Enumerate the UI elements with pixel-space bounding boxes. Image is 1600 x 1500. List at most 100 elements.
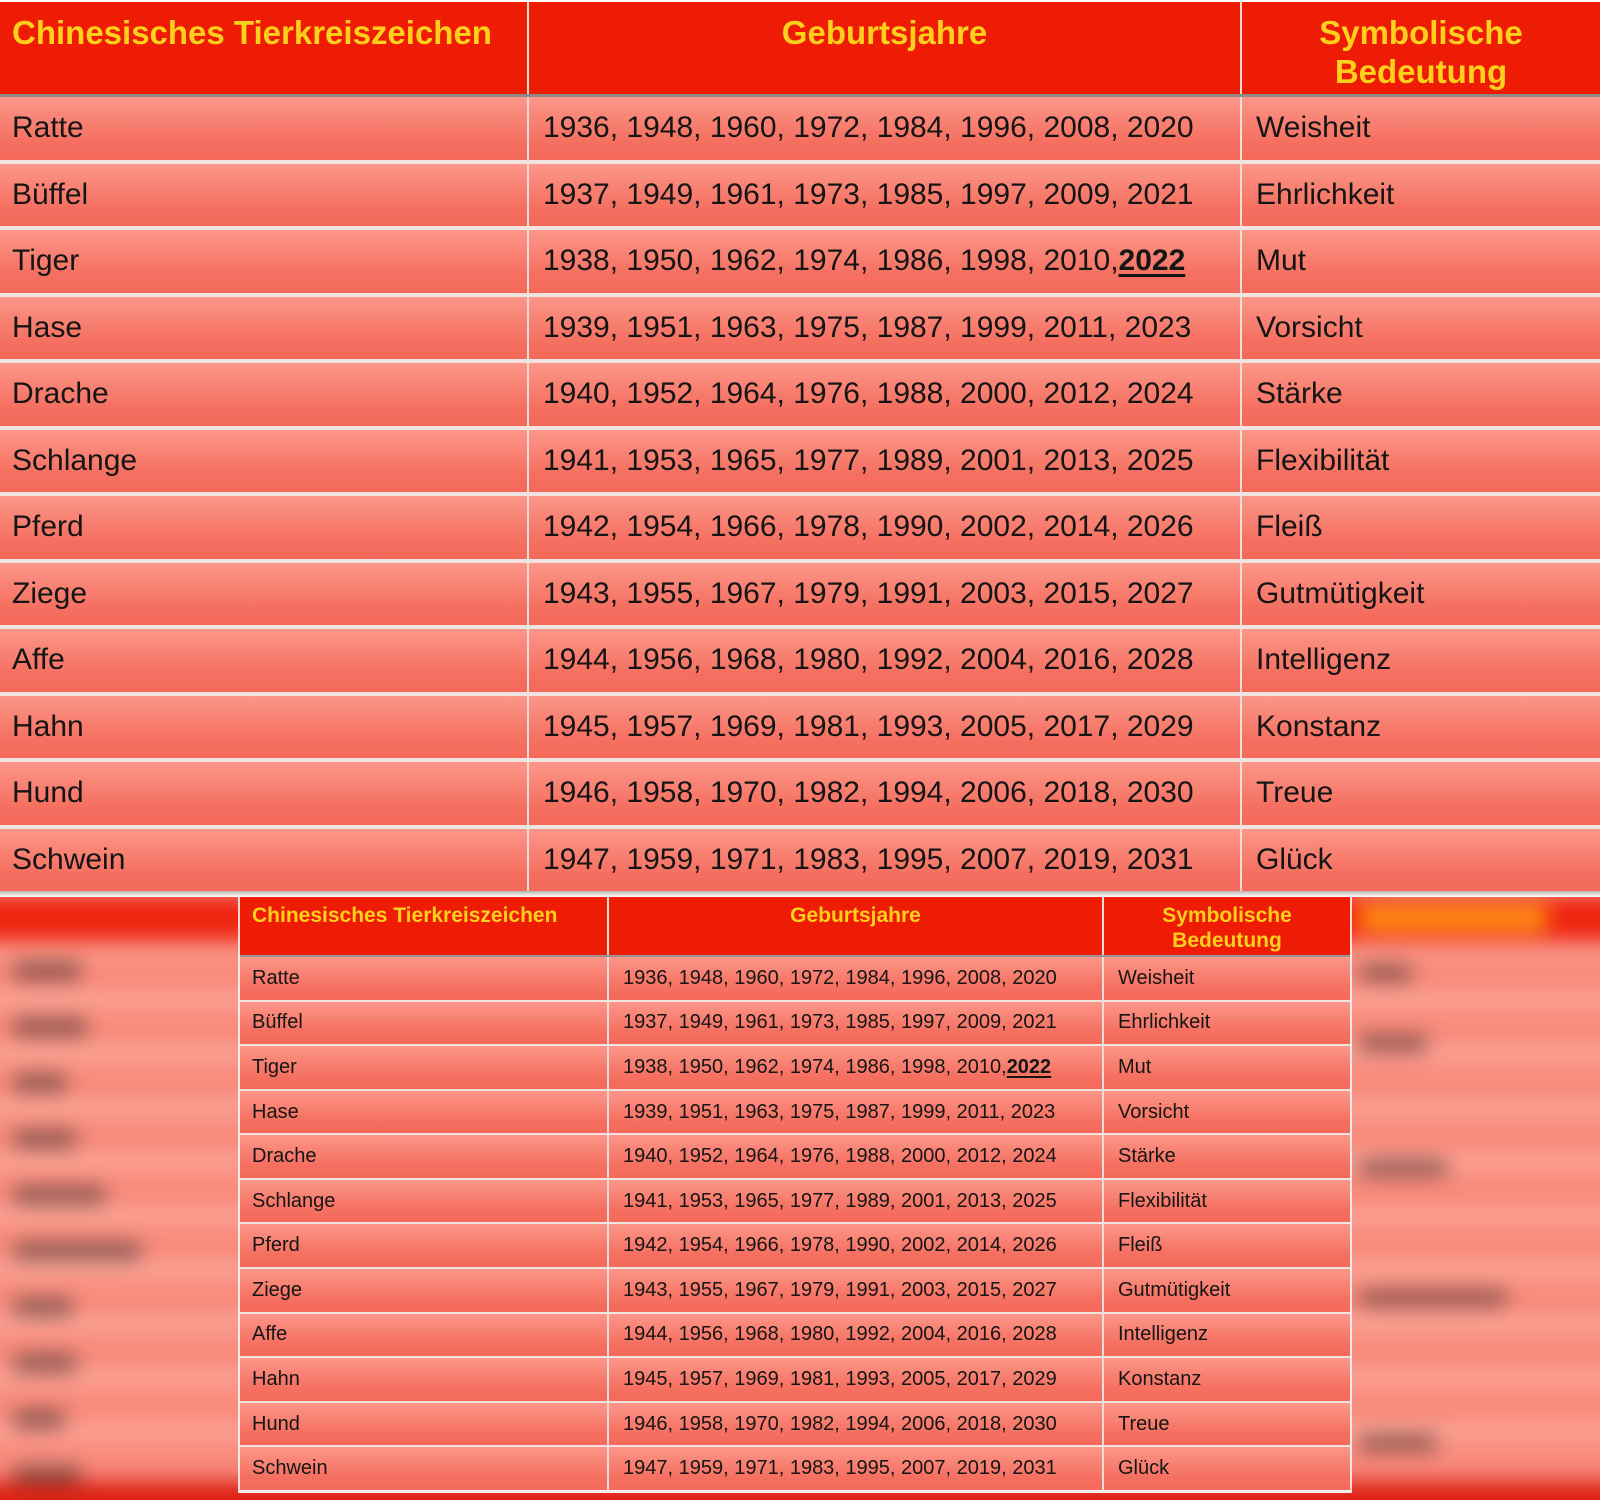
sign-cell: Hund [252,1412,300,1435]
zodiac-table-original: Chinesisches Tierkreiszeichen Geburtsjah… [238,897,1352,1493]
years-cell: 1943, 1955, 1967, 1979, 1991, 2003, 2015… [527,562,1240,625]
table-body-zoomed: Ratte 1936, 1948, 1960, 1972, 1984, 1996,… [0,94,1600,891]
table-row: Pferd 1942, 1954, 1966, 1978, 1990, 2002,… [0,492,1600,559]
years-cell: 1939, 1951, 1963, 1975, 1987, 1999, 2011… [607,1090,1102,1134]
sign-cell: Ratte [12,111,84,145]
sign-cell: Büffel [252,1011,303,1034]
sign-cell: Hase [12,310,83,344]
blurred-text-smudge [12,1242,142,1260]
header-meaning-line2: Bedeutung [1334,53,1508,90]
blurred-text-smudge [1358,1160,1448,1176]
table-row: Drache 1940, 1952, 1964, 1976, 1988, 2000… [240,1133,1350,1178]
years-cell: 1938, 1950, 1962, 1974, 1986, 1998, 2010… [527,230,1240,293]
meaning-cell: Fleiß [1240,496,1600,559]
years-cell: 1944, 1956, 1968, 1980, 1992, 2004, 2016… [527,629,1240,692]
years-cell: 1942, 1954, 1966, 1978, 1990, 2002, 2014… [607,1224,1102,1268]
years-cell: 1936, 1948, 1960, 1972, 1984, 1996, 2008… [527,97,1240,160]
years-cell: 1947, 1959, 1971, 1983, 1995, 2007, 2019… [607,1447,1102,1490]
sign-cell: Drache [252,1145,317,1168]
years-cell: 1945, 1957, 1969, 1981, 1993, 2005, 2017… [607,1358,1102,1401]
sign-cell: Hahn [252,1367,300,1390]
meaning-cell: Weisheit [1102,957,1350,1000]
meaning-cell: Vorsicht [1102,1090,1350,1134]
meaning-cell: Treue [1240,762,1600,825]
meaning-cell: Ehrlichkeit [1240,163,1600,226]
sign-cell: Pferd [12,510,84,544]
table-row: Ratte 1936, 1948, 1960, 1972, 1984, 1996,… [0,97,1600,160]
blurred-text-smudge [1358,1435,1438,1451]
table-header-row: Chinesisches Tierkreiszeichen Geburtsjah… [0,2,1600,94]
sign-cell: Schwein [252,1457,328,1480]
sign-cell: Schlange [252,1189,336,1212]
sign-cell: Drache [12,377,109,411]
header-meaning-line1: Symbolische [1319,14,1523,51]
years-cell: 1945, 1957, 1969, 1981, 1993, 2005, 2017… [527,695,1240,758]
table-row: Tiger 1938, 1950, 1962, 1974, 1986, 1998,… [240,1044,1350,1089]
table-row: Hahn 1945, 1957, 1969, 1981, 1993, 2005, … [240,1356,1350,1401]
table-row: Affe 1944, 1956, 1968, 1980, 1992, 2004, … [240,1311,1350,1357]
header-meaning: Symbolische Bedeutung [1240,2,1600,94]
meaning-cell: Flexibilität [1240,429,1600,492]
years-cell: 1940, 1952, 1964, 1976, 1988, 2000, 2012… [607,1135,1102,1178]
highlighted-year: 2022 [1006,1055,1052,1078]
sign-cell: Pferd [252,1234,300,1257]
meaning-cell: Mut [1102,1046,1350,1089]
document-page-view: Chinesisches Tierkreiszeichen Geburtsjah… [0,897,1600,1500]
table-row: Ziege 1943, 1955, 1967, 1979, 1991, 2003,… [0,558,1600,625]
table-row: Schlange 1941, 1953, 1965, 1977, 1989, 20… [240,1177,1350,1223]
sign-cell: Hahn [12,709,84,743]
blurred-text-smudge [12,962,82,980]
table-row: Büffel 1937, 1949, 1961, 1973, 1985, 1997… [0,159,1600,226]
meaning-cell: Fleiß [1102,1224,1350,1268]
sign-cell: Ratte [252,966,300,989]
header-meaning-line2: Bedeutung [1172,929,1282,952]
years-cell: 1947, 1959, 1971, 1983, 1995, 2007, 2019… [527,828,1240,891]
highlighted-year: 2022 [1118,244,1186,278]
sign-cell: Affe [252,1323,288,1346]
meaning-cell: Stärke [1102,1135,1350,1178]
sign-cell: Hund [12,776,84,810]
meaning-cell: Glück [1240,828,1600,891]
meaning-cell: Glück [1102,1447,1350,1490]
sign-cell: Hase [252,1100,299,1123]
meaning-cell: Stärke [1240,363,1600,426]
years-cell: 1940, 1952, 1964, 1976, 1988, 2000, 2012… [527,363,1240,426]
table-body-original: Ratte 1936, 1948, 1960, 1972, 1984, 1996,… [240,955,1350,1490]
table-row: Drache 1940, 1952, 1964, 1976, 1988, 2000… [0,359,1600,426]
zodiac-table-zoomed: Chinesisches Tierkreiszeichen Geburtsjah… [0,2,1600,891]
meaning-cell: Mut [1240,230,1600,293]
blurred-text-smudge [1358,905,1548,931]
table-row: Tiger 1938, 1950, 1962, 1974, 1986, 1998,… [0,226,1600,293]
meaning-cell: Ehrlichkeit [1102,1001,1350,1045]
meaning-cell: Intelligenz [1102,1313,1350,1357]
blurred-text-smudge [1358,1290,1508,1306]
sign-cell: Büffel [12,177,89,211]
table-row: Schwein 1947, 1959, 1971, 1983, 1995, 200… [0,824,1600,891]
table-row: Büffel 1937, 1949, 1961, 1973, 1985, 1997… [240,999,1350,1045]
table-row: Hase 1939, 1951, 1963, 1975, 1987, 1999, … [0,292,1600,359]
blurred-text-smudge [12,1298,74,1316]
blurred-text-smudge [12,1074,68,1092]
header-sign: Chinesisches Tierkreiszeichen [252,904,558,927]
years-cell: 1946, 1958, 1970, 1982, 1994, 2006, 2018… [607,1402,1102,1446]
blurred-text-smudge [12,1466,82,1484]
blurred-text-smudge [12,1018,88,1036]
years-cell: 1938, 1950, 1962, 1974, 1986, 1998, 2010… [607,1046,1102,1089]
table-row: Hahn 1945, 1957, 1969, 1981, 1993, 2005, … [0,691,1600,758]
table-row: Hund 1946, 1958, 1970, 1982, 1994, 2006, … [240,1400,1350,1446]
meaning-cell: Konstanz [1102,1358,1350,1401]
sign-cell: Ziege [12,576,88,610]
blurred-text-smudge [12,1410,66,1428]
years-cell: 1943, 1955, 1967, 1979, 1991, 2003, 2015… [607,1269,1102,1312]
table-row: Hund 1946, 1958, 1970, 1982, 1994, 2006, … [0,758,1600,825]
blurred-text-smudge [1358,965,1413,981]
sign-cell: Schwein [12,842,126,876]
section-divider [0,891,1600,897]
meaning-cell: Gutmütigkeit [1102,1269,1350,1312]
sign-cell: Tiger [252,1055,297,1078]
sign-cell: Affe [12,643,65,677]
table-row: Affe 1944, 1956, 1968, 1980, 1992, 2004, … [0,625,1600,692]
sign-cell: Tiger [12,244,80,278]
blurred-text-smudge [12,1130,78,1148]
